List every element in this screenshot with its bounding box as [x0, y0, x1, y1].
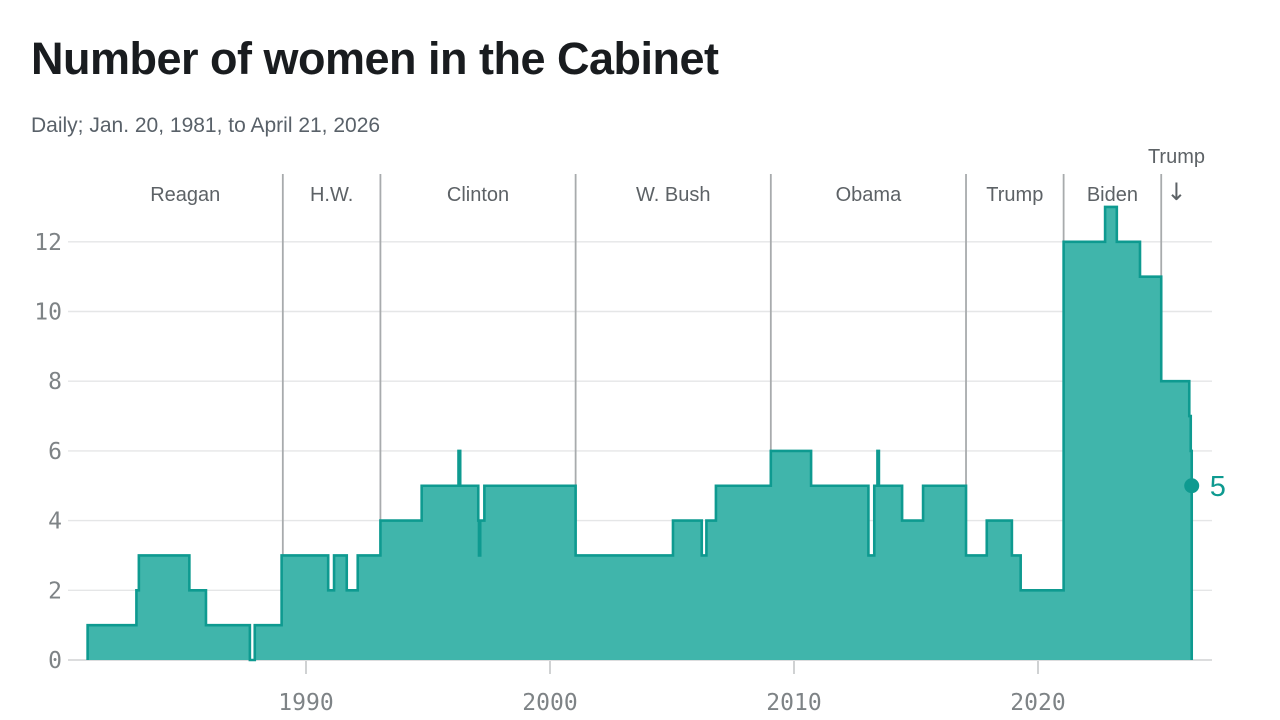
president-label: Obama — [836, 184, 902, 206]
x-tick-label: 2020 — [1010, 690, 1065, 716]
y-tick-label: 12 — [34, 230, 62, 256]
area-outline — [86, 205, 1194, 662]
y-tick-label: 0 — [48, 648, 62, 674]
y-tick-label: 4 — [48, 509, 62, 535]
end-dot — [1184, 478, 1200, 494]
president-label: Trump — [986, 184, 1043, 206]
president-label: Biden — [1087, 184, 1138, 206]
y-tick-label: 8 — [48, 369, 62, 395]
president-label: Reagan — [150, 184, 220, 206]
area-fill — [87, 206, 1192, 660]
x-tick-label: 2000 — [522, 690, 577, 716]
x-tick-label: 2010 — [766, 690, 821, 716]
page-title: Number of women in the Cabinet — [31, 33, 719, 84]
y-tick-label: 2 — [48, 578, 62, 604]
end-value-label: 5 — [1210, 471, 1226, 503]
y-tick-label: 6 — [48, 439, 62, 465]
down-arrow-icon: ↓ — [1166, 178, 1186, 206]
president-label: Trump — [1148, 146, 1205, 168]
y-tick-label: 10 — [34, 300, 62, 326]
president-label: W. Bush — [636, 184, 710, 206]
x-tick-label: 1990 — [278, 690, 333, 716]
president-label: H.W. — [310, 184, 353, 206]
page-subtitle: Daily; Jan. 20, 1981, to April 21, 2026 — [31, 114, 381, 137]
president-label: Clinton — [447, 184, 509, 206]
